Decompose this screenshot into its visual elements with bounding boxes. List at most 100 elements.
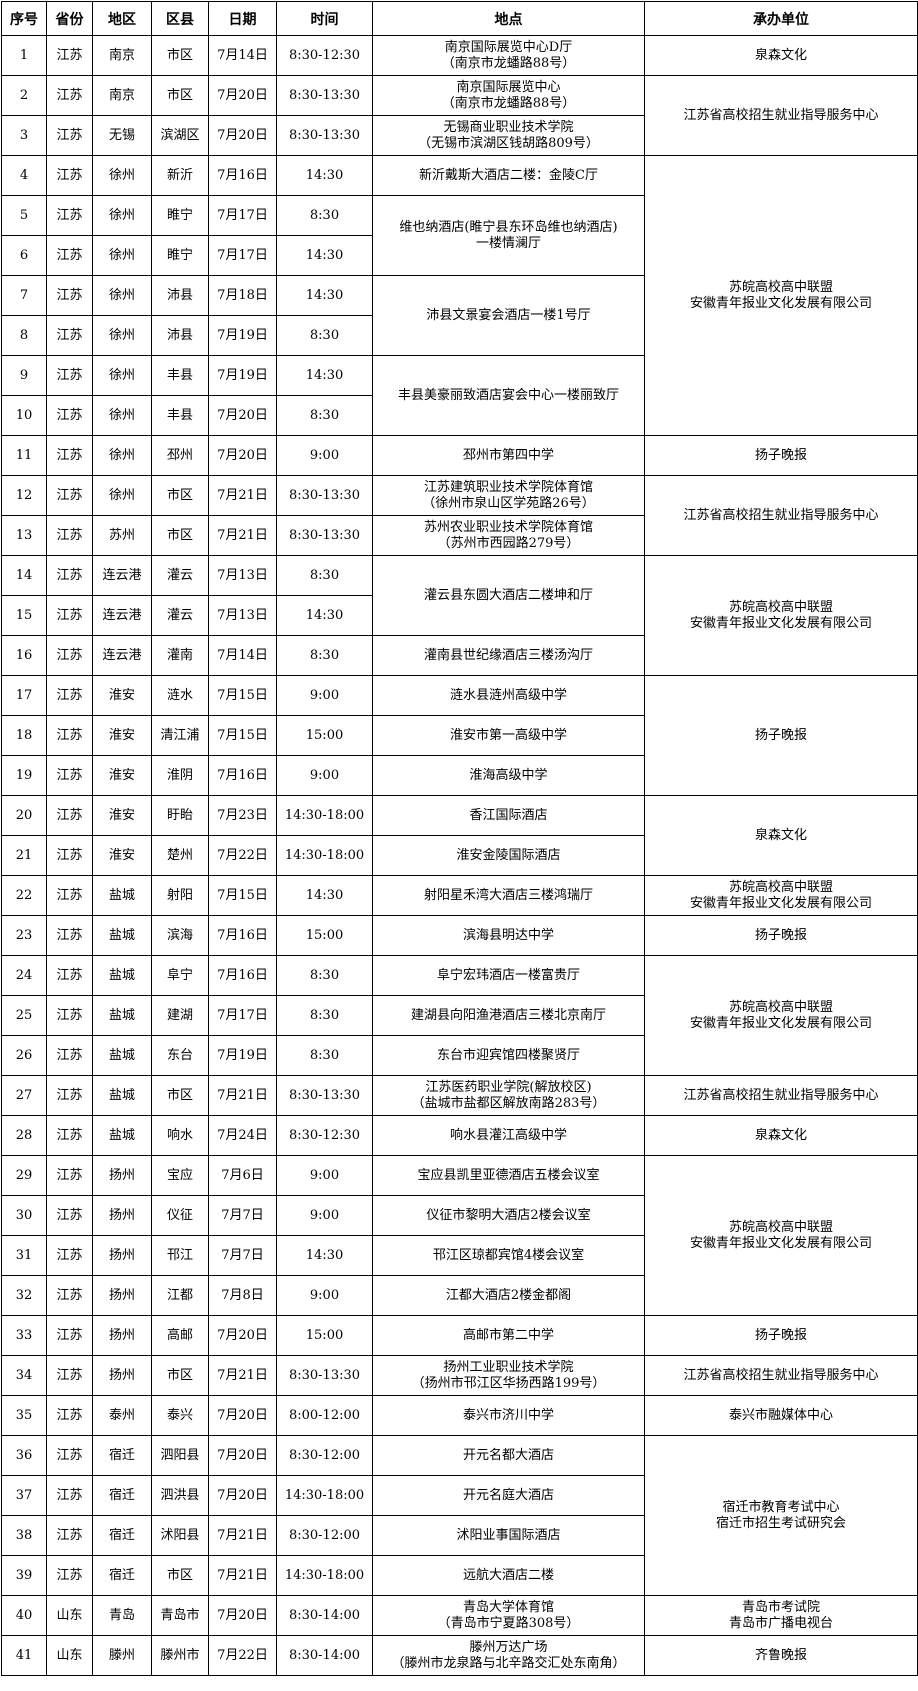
date-cell: 7月21日 — [208, 1075, 277, 1116]
col-province: 省份 — [46, 1, 93, 36]
table-row: 25 江苏 盐城 建湖 7月17日 8:30 建湖县向阳渔港酒店三楼北京南厅 — [1, 995, 918, 1036]
table-row: 32 江苏 扬州 江都 7月8日 9:00 江都大酒店2楼金都阁 — [1, 1275, 918, 1316]
organizer-cell-line: 齐鲁晚报 — [754, 1647, 807, 1663]
date-cell: 7月20日 — [208, 1315, 277, 1356]
row-number-cell: 17 — [1, 675, 47, 716]
region-cell: 扬州 — [92, 1195, 152, 1236]
row-number-cell: 18 — [1, 715, 47, 756]
province-cell: 江苏 — [46, 555, 93, 596]
province-cell: 江苏 — [46, 795, 93, 836]
time-cell: 8:30-13:30 — [276, 1075, 373, 1116]
organizer-cell: 青岛市考试院 青岛市广播电视台 — [644, 1595, 918, 1636]
district-cell: 市区 — [151, 1355, 209, 1396]
time-cell: 9:00 — [276, 1195, 373, 1236]
province-cell: 江苏 — [46, 275, 93, 316]
location-cell: 江苏医药职业学院(解放校区) （盐城市盐都区解放南路283号） — [372, 1075, 645, 1116]
location-cell: 邗江区琼都宾馆4楼会议室 — [372, 1235, 645, 1276]
location-cell: 建湖县向阳渔港酒店三楼北京南厅 — [372, 995, 645, 1036]
region-cell: 无锡 — [92, 115, 152, 156]
organizer-cell-line: 江苏省高校招生就业指导服务中心 — [683, 1087, 879, 1103]
table-row: 26 江苏 盐城 东台 7月19日 8:30 东台市迎宾馆四楼聚贤厅 — [1, 1035, 918, 1076]
date-cell: 7月20日 — [208, 1475, 277, 1516]
col-location: 地点 — [372, 1, 645, 36]
organizer-cell-line: 泉森文化 — [754, 827, 807, 843]
district-cell: 丰县 — [151, 355, 209, 396]
table-row: 7 江苏 徐州 沛县 7月18日 14:30 沛县文景宴会酒店一楼1号厅 — [1, 275, 918, 356]
date-cell: 7月8日 — [208, 1275, 277, 1316]
time-cell: 8:00-12:00 — [276, 1395, 373, 1436]
location-cell-line: 淮安金陵国际酒店 — [456, 847, 561, 863]
district-cell: 灌云 — [151, 555, 209, 596]
district-cell: 滨湖区 — [151, 115, 209, 156]
district-cell: 滨海 — [151, 915, 209, 956]
time-cell: 8:30-13:30 — [276, 75, 373, 116]
location-cell-line: （南京市龙蟠路88号） — [441, 95, 576, 111]
province-cell: 江苏 — [46, 1355, 93, 1396]
row-number-cell: 2 — [1, 75, 47, 116]
location-cell: 东台市迎宾馆四楼聚贤厅 — [372, 1035, 645, 1076]
organizer-cell-line: 安徽青年报业文化发展有限公司 — [689, 1235, 872, 1251]
row-number-cell: 35 — [1, 1395, 47, 1436]
date-cell: 7月21日 — [208, 1515, 277, 1556]
district-cell: 市区 — [151, 35, 209, 76]
location-cell: 开元名都大酒店 — [372, 1435, 645, 1476]
date-cell: 7月21日 — [208, 1355, 277, 1396]
location-cell-line: 丰县美豪丽致酒店宴会中心一楼丽致厅 — [397, 387, 619, 403]
location-cell: 灌南县世纪缘酒店三楼汤沟厅 — [372, 635, 645, 676]
province-cell: 江苏 — [46, 115, 93, 156]
row-number-cell: 3 — [1, 115, 47, 156]
location-cell-line: 灌南县世纪缘酒店三楼汤沟厅 — [423, 647, 593, 663]
time-cell: 8:30 — [276, 995, 373, 1036]
date-cell: 7月7日 — [208, 1195, 277, 1236]
row-number-cell: 6 — [1, 235, 47, 276]
province-cell: 江苏 — [46, 1035, 93, 1076]
date-cell: 7月15日 — [208, 675, 277, 716]
district-cell: 东台 — [151, 1035, 209, 1076]
region-cell: 青岛 — [92, 1595, 152, 1636]
district-cell: 市区 — [151, 1075, 209, 1116]
row-number-cell: 10 — [1, 395, 47, 436]
organizer-cell-line: 扬子晚报 — [754, 447, 807, 463]
district-cell: 沛县 — [151, 275, 209, 316]
region-cell: 苏州 — [92, 515, 152, 556]
province-cell: 江苏 — [46, 315, 93, 356]
organizer-cell-line: 江苏省高校招生就业指导服务中心 — [683, 1367, 879, 1383]
time-cell: 8:30 — [276, 955, 373, 996]
col-organizer: 承办单位 — [644, 1, 918, 36]
table-row: 28 江苏 盐城 响水 7月24日 8:30-12:30 响水县灌江高级中学 泉森文化 — [1, 1115, 918, 1156]
organizer-cell-line: 安徽青年报业文化发展有限公司 — [689, 895, 872, 911]
date-cell: 7月20日 — [208, 75, 277, 116]
table-row: 19 江苏 淮安 淮阴 7月16日 9:00 淮海高级中学 — [1, 755, 918, 796]
date-cell: 7月21日 — [208, 475, 277, 516]
organizer-cell: 齐鲁晚报 — [644, 1635, 918, 1676]
time-cell: 8:30-13:30 — [276, 1355, 373, 1396]
region-cell: 盐城 — [92, 955, 152, 996]
table-row: 30 江苏 扬州 仪征 7月7日 9:00 仪征市黎明大酒店2楼会议室 — [1, 1195, 918, 1236]
row-number-cell: 34 — [1, 1355, 47, 1396]
location-cell: 淮安金陵国际酒店 — [372, 835, 645, 876]
row-number-cell: 8 — [1, 315, 47, 356]
region-cell: 连云港 — [92, 595, 152, 636]
province-cell: 江苏 — [46, 955, 93, 996]
organizer-cell-line: 江苏省高校招生就业指导服务中心 — [683, 507, 879, 523]
organizer-cell-line: 青岛市考试院 — [741, 1599, 820, 1615]
col-date: 日期 — [208, 1, 277, 36]
date-cell: 7月23日 — [208, 795, 277, 836]
time-cell: 8:30-13:30 — [276, 475, 373, 516]
province-cell: 江苏 — [46, 1435, 93, 1476]
region-cell: 徐州 — [92, 275, 152, 316]
province-cell: 江苏 — [46, 235, 93, 276]
location-cell: 南京国际展览中心 （南京市龙蟠路88号） — [372, 75, 645, 116]
province-cell: 江苏 — [46, 1475, 93, 1516]
district-cell: 睢宁 — [151, 195, 209, 236]
organizer-cell-line: 苏皖高校高中联盟 — [728, 599, 833, 615]
time-cell: 8:30 — [276, 555, 373, 596]
time-cell: 14:30 — [276, 275, 373, 316]
time-cell: 8:30-12:00 — [276, 1515, 373, 1556]
table-row: 2 江苏 南京 市区 7月20日 8:30-13:30 南京国际展览中心 （南京市龙蟠路88号… — [1, 75, 918, 156]
district-cell: 阜宁 — [151, 955, 209, 996]
location-cell-line: （无锡市滨湖区钱胡路809号） — [418, 135, 599, 151]
region-cell: 扬州 — [92, 1315, 152, 1356]
location-cell-line: 宝应县凯里亚德酒店五楼会议室 — [417, 1167, 600, 1183]
location-cell-line: （滕州市龙泉路与北辛路交汇处东南角） — [391, 1655, 626, 1671]
